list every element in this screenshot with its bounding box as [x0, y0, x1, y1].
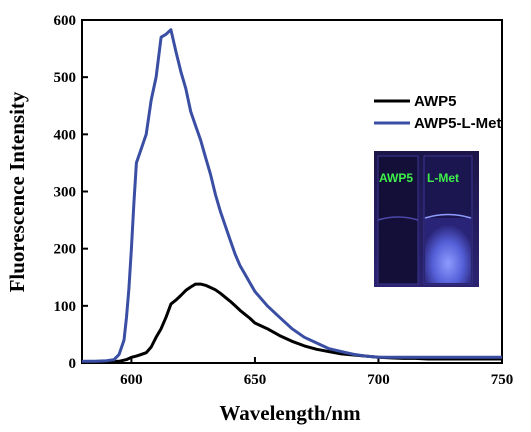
- series-layer: [82, 28, 502, 364]
- inset-photo: AWP5 L-Met: [374, 151, 479, 287]
- legend-label-awp5: AWP5: [414, 93, 457, 110]
- cuvette-awp5-meniscus: [377, 216, 419, 221]
- x-axis-ticks: 600 650 700 750: [120, 357, 513, 388]
- series-line-awp5-l-met: [82, 28, 502, 363]
- x-tick-label: 750: [491, 372, 514, 388]
- y-tick-label: 100: [54, 299, 77, 315]
- inset-label-awp5: AWP5: [379, 171, 413, 185]
- cuvette-awp5: [377, 155, 419, 285]
- x-tick-label: 600: [120, 372, 143, 388]
- y-axis-ticks: 0 100 200 300 400 500 600: [54, 13, 88, 372]
- inset-label-l-met: L-Met: [427, 171, 459, 185]
- y-tick-label: 200: [54, 242, 77, 258]
- y-axis-title: Fluorescence Intensity: [5, 91, 29, 292]
- cuvette-l-met-glow: [425, 218, 471, 283]
- x-tick-label: 650: [244, 372, 267, 388]
- y-tick-label: 300: [54, 185, 77, 201]
- series-line-awp5: [82, 282, 502, 364]
- y-tick-label: 0: [69, 356, 77, 372]
- legend: AWP5 AWP5-L-Met: [374, 93, 502, 132]
- legend-label-awp5-l-met: AWP5-L-Met: [414, 115, 502, 132]
- x-axis-title: Wavelength/nm: [219, 401, 361, 425]
- y-tick-label: 600: [54, 13, 77, 29]
- y-tick-label: 400: [54, 127, 77, 143]
- y-tick-label: 500: [54, 70, 77, 86]
- x-tick-label: 700: [367, 372, 390, 388]
- cuvette-l-met-meniscus: [424, 213, 472, 219]
